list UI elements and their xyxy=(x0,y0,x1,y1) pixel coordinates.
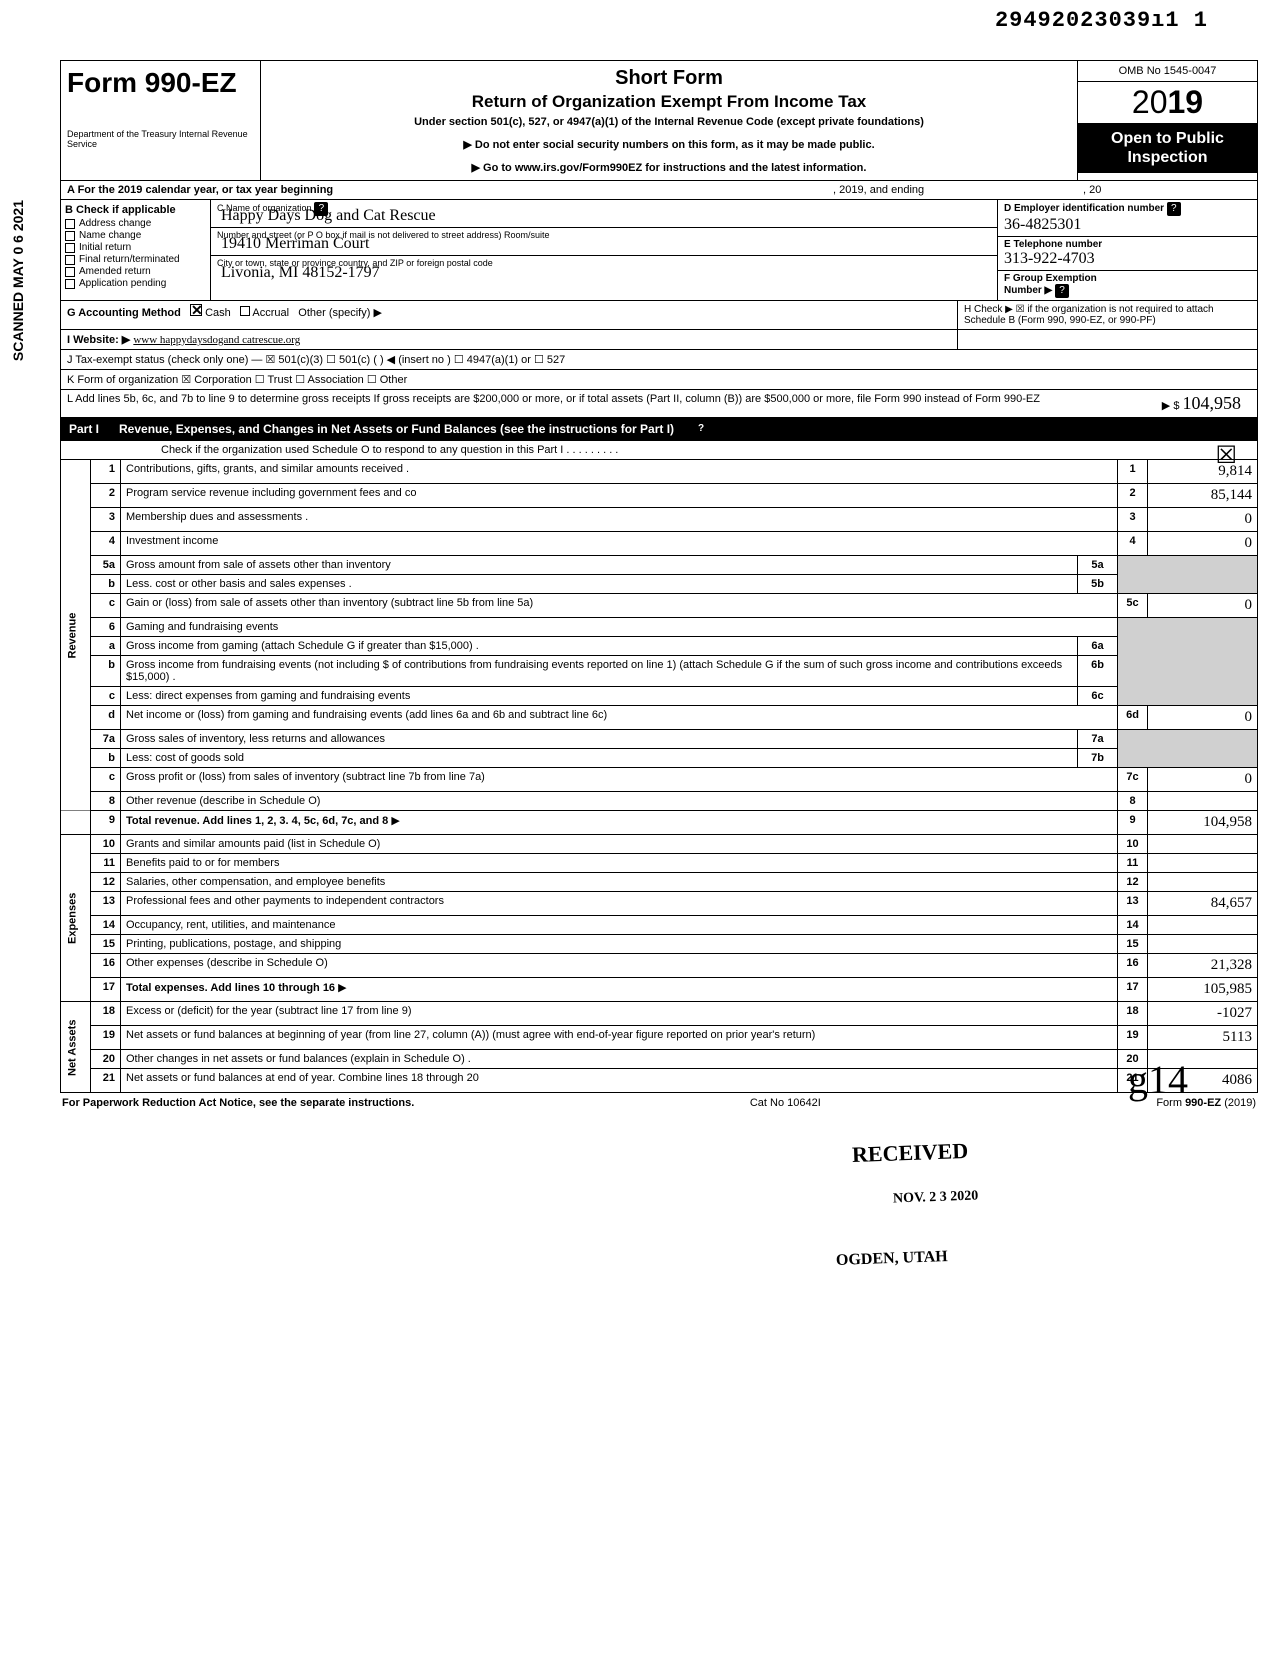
row-a-left: A For the 2019 calendar year, or tax yea… xyxy=(61,181,827,199)
row-i: I Website: ▶ www happydaysdogand catresc… xyxy=(60,330,1258,350)
form-subtitle: Return of Organization Exempt From Incom… xyxy=(271,92,1067,112)
org-name: Happy Days Dog and Cat Rescue xyxy=(221,207,436,225)
form-under: Under section 501(c), 527, or 4947(a)(1)… xyxy=(271,116,1067,128)
tax-year: 2019 xyxy=(1078,82,1257,123)
row-a-right: , 20 xyxy=(1077,181,1257,199)
chk-pending[interactable] xyxy=(65,279,75,289)
section-bcd: B Check if applicable Address change Nam… xyxy=(60,200,1258,301)
open-public-badge: Open to Public Inspection xyxy=(1078,123,1257,173)
row-j: J Tax-exempt status (check only one) — ☒… xyxy=(60,350,1258,370)
ein-value: 36-4825301 xyxy=(1004,216,1251,234)
netassets-label: Net Assets xyxy=(61,1002,91,1093)
form-number: Form 990-EZ xyxy=(67,67,254,99)
form-title: Short Form xyxy=(271,67,1067,90)
expenses-label: Expenses xyxy=(61,835,91,1002)
website-value: www happydaysdogand catrescue.org xyxy=(133,334,300,346)
dept-label: Department of the Treasury Internal Reve… xyxy=(67,129,254,149)
row-k: K Form of organization ☒ Corporation ☐ T… xyxy=(60,370,1258,390)
help-icon[interactable]: ? xyxy=(1055,284,1069,298)
chk-amended[interactable] xyxy=(65,267,75,277)
col-de: D Employer identification number ? 36-48… xyxy=(997,200,1257,300)
signature: g14 xyxy=(1128,1056,1188,1103)
ein-label: D Employer identification number ? xyxy=(1004,202,1251,216)
help-icon[interactable]: ? xyxy=(694,422,708,436)
chk-accrual[interactable] xyxy=(240,306,250,316)
omb-number: OMB No 1545-0047 xyxy=(1078,61,1257,82)
row-a-mid: , 2019, and ending xyxy=(827,181,1077,199)
received-stamp: RECEIVED xyxy=(851,1138,968,1168)
col-b: B Check if applicable Address change Nam… xyxy=(61,200,211,300)
lines-table: Revenue 1Contributions, gifts, grants, a… xyxy=(60,460,1258,1093)
website-label: I Website: ▶ xyxy=(67,334,130,346)
city-value: Livonia, MI 48152-1797 xyxy=(221,264,380,282)
scan-stamp: SCANNED MAY 0 6 2021 xyxy=(10,200,26,361)
footer: For Paperwork Reduction Act Notice, see … xyxy=(60,1093,1258,1113)
footer-mid: Cat No 10642I xyxy=(750,1097,821,1109)
phone-value: 313-922-4703 xyxy=(1004,250,1251,268)
received-date-stamp: NOV. 2 3 2020 xyxy=(892,1189,978,1208)
row-h: H Check ▶ ☒ if the organization is not r… xyxy=(957,301,1257,329)
group-exempt-label: F Group Exemption Number ▶ ? xyxy=(1004,273,1251,298)
document-number: 29492023039ı1 1 xyxy=(995,8,1208,33)
row-l-text: L Add lines 5b, 6c, and 7b to line 9 to … xyxy=(67,393,1111,414)
chk-initial[interactable] xyxy=(65,243,75,253)
warn-url: ▶ Go to www.irs.gov/Form990EZ for instru… xyxy=(271,161,1067,174)
col-c: C Name of organization ? Happy Days Dog … xyxy=(211,200,997,300)
col-b-header: B Check if applicable xyxy=(65,204,206,216)
chk-address[interactable] xyxy=(65,219,75,229)
row-h-cont xyxy=(957,330,1257,349)
street-value: 19410 Merriman Court xyxy=(221,235,369,253)
footer-left: For Paperwork Reduction Act Notice, see … xyxy=(62,1097,414,1109)
row-g: G Accounting Method Cash Accrual Other (… xyxy=(60,301,1258,330)
form-header: Form 990-EZ Department of the Treasury I… xyxy=(60,60,1258,181)
part1-instr: Check if the organization used Schedule … xyxy=(60,441,1258,460)
schedule-o-check[interactable]: ☒ xyxy=(1215,441,1237,470)
accounting-label: G Accounting Method xyxy=(67,307,181,319)
chk-name[interactable] xyxy=(65,231,75,241)
phone-label: E Telephone number xyxy=(1004,239,1251,250)
revenue-label: Revenue xyxy=(61,460,91,811)
row-l: L Add lines 5b, 6c, and 7b to line 9 to … xyxy=(60,390,1258,418)
ogden-stamp: OGDEN, UTAH xyxy=(836,1248,948,1270)
row-a: A For the 2019 calendar year, or tax yea… xyxy=(60,181,1258,200)
row-l-value: ▶ $ 104,958 xyxy=(1111,393,1251,414)
chk-final[interactable] xyxy=(65,255,75,265)
help-icon[interactable]: ? xyxy=(1167,202,1181,216)
warn-ssn: ▶ Do not enter social security numbers o… xyxy=(271,138,1067,151)
chk-cash[interactable] xyxy=(190,304,202,316)
part1-header: Part I Revenue, Expenses, and Changes in… xyxy=(60,418,1258,441)
